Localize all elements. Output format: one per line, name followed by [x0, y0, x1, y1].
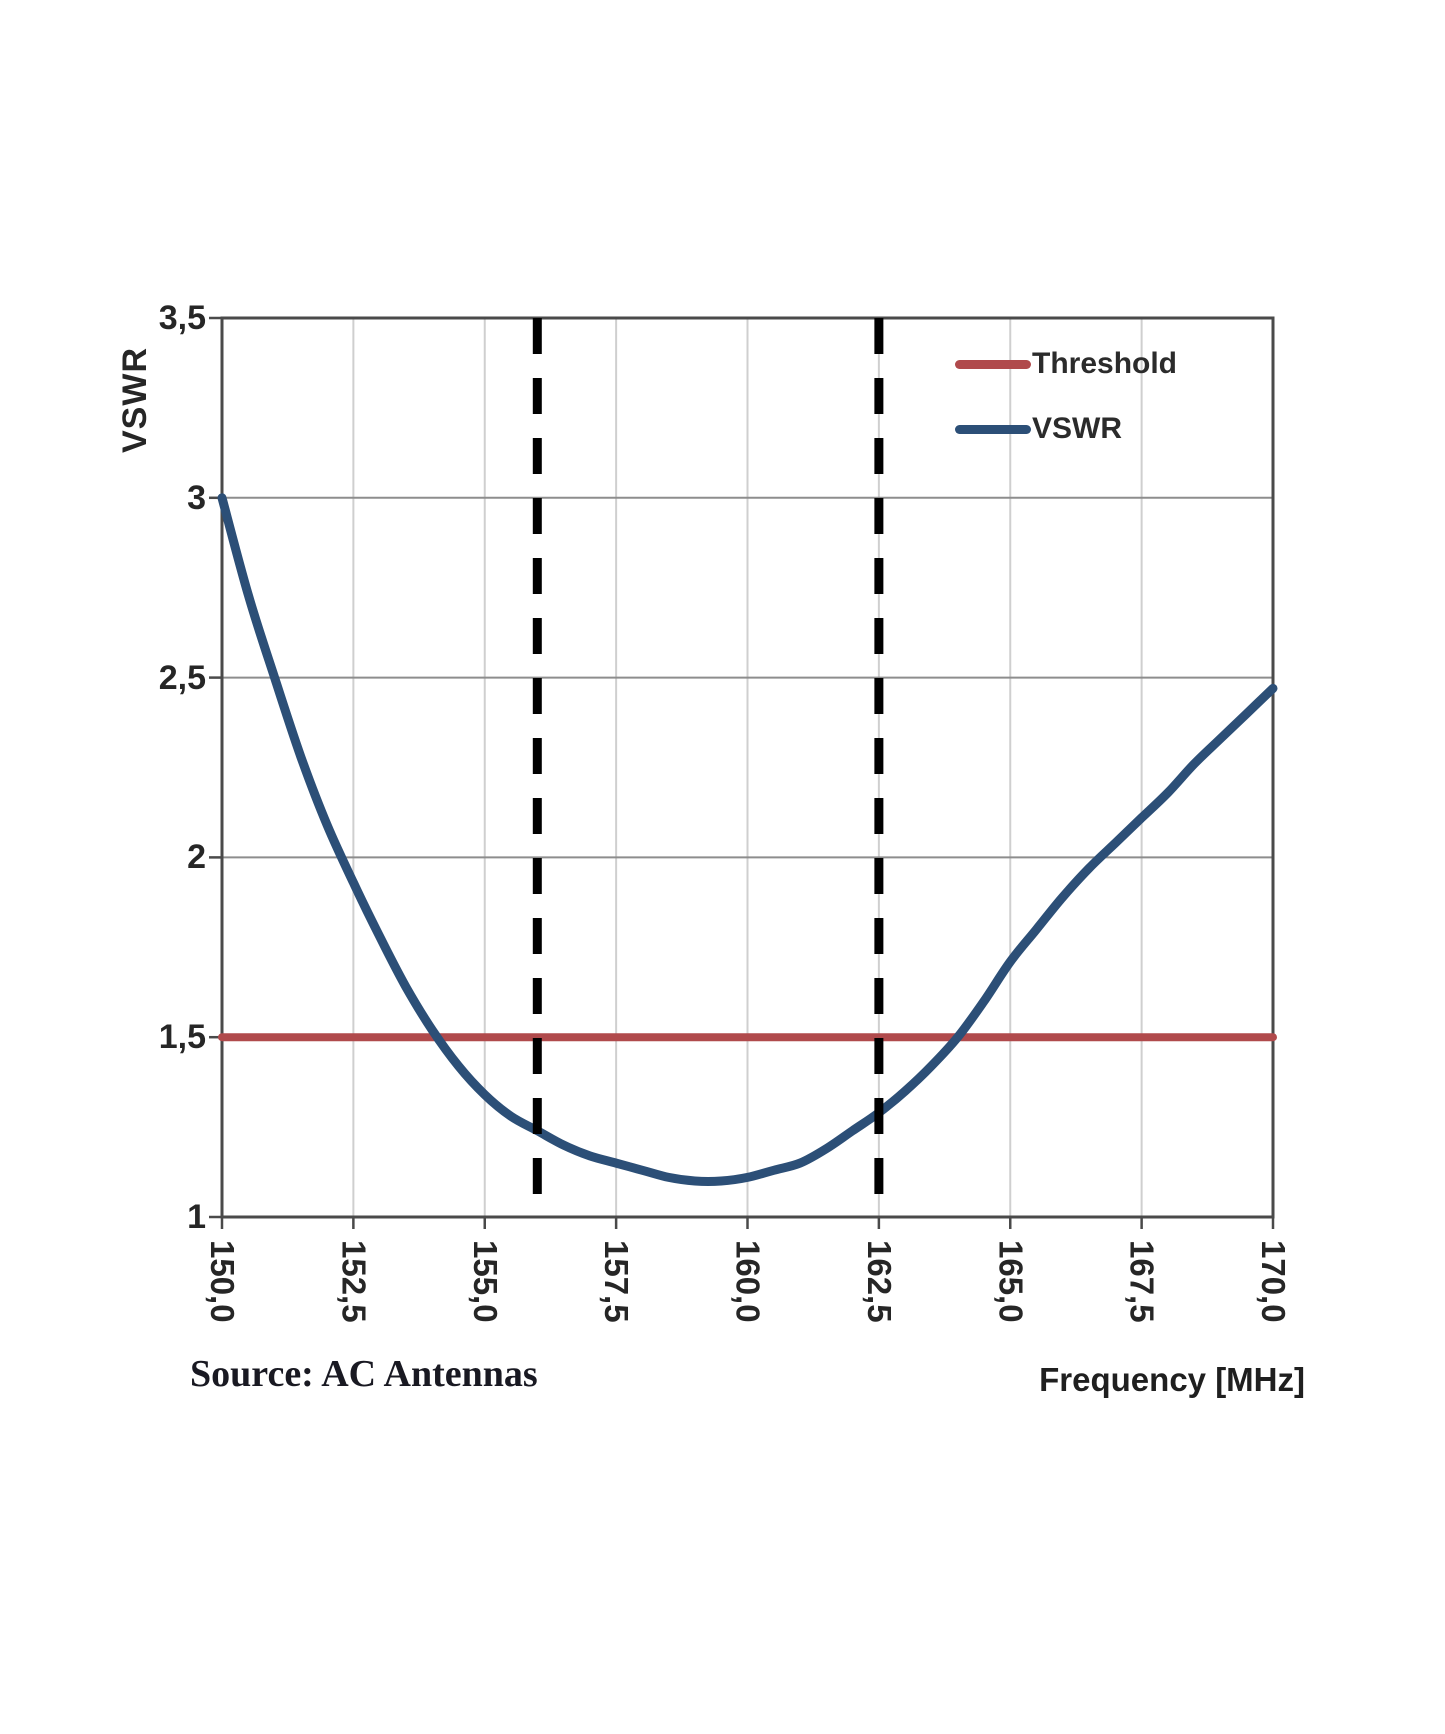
- x-tick-label: 167,5: [1123, 1240, 1161, 1323]
- y-axis-title: VSWR: [116, 347, 154, 453]
- legend-line-swatch: [955, 424, 1031, 434]
- y-tick-label: 3: [187, 478, 206, 517]
- legend-entry: Threshold: [955, 347, 1177, 381]
- x-tick-label: 160,0: [729, 1240, 767, 1323]
- x-tick-label: 170,0: [1255, 1240, 1292, 1323]
- x-tick-label: 150,0: [204, 1240, 241, 1323]
- x-tick-label: 155,0: [466, 1240, 504, 1323]
- x-tick-label: 157,5: [598, 1240, 636, 1323]
- legend-label: VSWR: [1032, 412, 1122, 445]
- legend-line-swatch: [955, 359, 1031, 369]
- vswr-curve: [217, 493, 1278, 1186]
- y-tick-label: 1,5: [158, 1018, 206, 1057]
- x-tick-label: 165,0: [992, 1240, 1030, 1323]
- plot-border: [220, 316, 1275, 1219]
- legend-entry: VSWR: [955, 412, 1122, 446]
- plot-area: [209, 316, 1278, 1229]
- x-tick-label: 152,5: [335, 1240, 373, 1323]
- source-note: Source: AC Antennas: [190, 1353, 538, 1395]
- y-tick-label: 3,5: [158, 299, 206, 337]
- x-tick-label: 162,5: [860, 1240, 898, 1323]
- x-axis-title: Frequency [MHz]: [1039, 1361, 1305, 1398]
- y-tick-label: 1: [187, 1198, 206, 1236]
- y-tick-label: 2: [187, 838, 206, 877]
- y-tick-label: 2,5: [158, 658, 206, 697]
- legend-label: Threshold: [1032, 347, 1178, 380]
